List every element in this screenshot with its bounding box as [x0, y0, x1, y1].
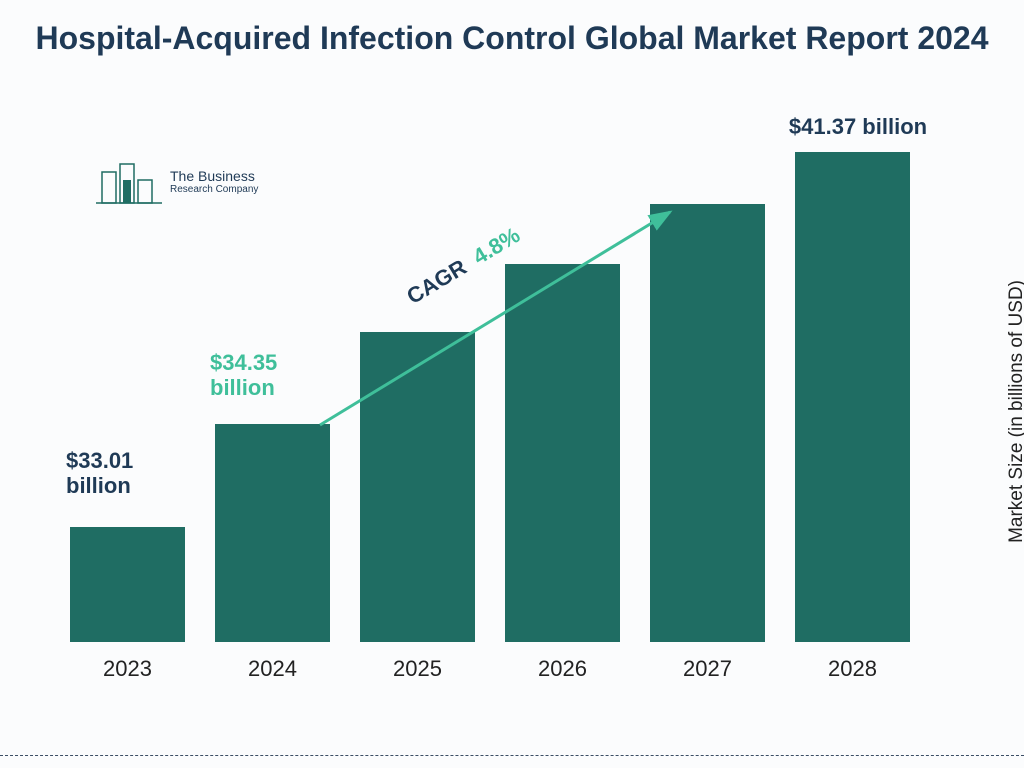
plot-area: 2023 2024 2025 2026 2027 2028 $33.01 bil… [70, 150, 940, 700]
data-label-2028: $41.37 billion [768, 114, 948, 139]
chart-page: Hospital-Acquired Infection Control Glob… [0, 0, 1024, 768]
bottom-dashed-line [0, 755, 1024, 756]
y-axis-label: Market Size (in billions of USD) [1006, 280, 1024, 543]
chart-title: Hospital-Acquired Infection Control Glob… [0, 18, 1024, 58]
dl-2028-value: $41.37 billion [789, 114, 927, 139]
